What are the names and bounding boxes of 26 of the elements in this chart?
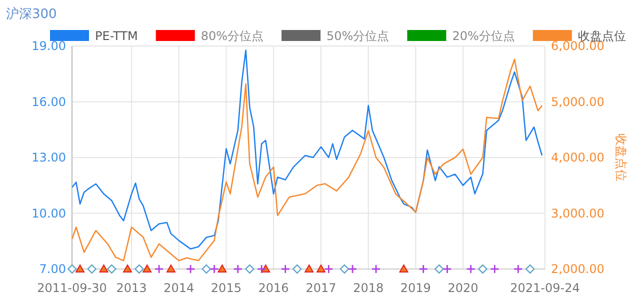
chart-title: 沪深300	[6, 6, 57, 22]
x-tick-label: 2018	[353, 281, 384, 295]
y-tick-label: 7.00	[39, 262, 66, 276]
x-tick-label: 2011-09-30	[37, 281, 107, 295]
x-tick-label: 2013	[116, 281, 147, 295]
y-tick-label: 16.00	[32, 94, 66, 109]
x-tick-label: 2019	[400, 281, 431, 295]
x-tick-label: 2015	[210, 281, 242, 295]
x-tick-label: 2021-09-24	[510, 281, 580, 295]
x-tick-label: 2020	[448, 281, 478, 295]
y2-axis-title: 收盘点位	[614, 134, 628, 182]
y2-tick-label: 3,000.00	[551, 206, 604, 220]
legend-label: 20%分位点	[452, 29, 515, 43]
y2-tick-label: 4,000.00	[551, 150, 604, 164]
y-tick-label: 13.00	[32, 150, 66, 164]
x-tick-label: 2017	[306, 281, 336, 295]
legend-label: PE-TTM	[95, 29, 138, 43]
y-tick-label: 10.00	[32, 206, 66, 220]
x-tick-label: 2014	[164, 281, 194, 295]
x-tick-label: 2016	[258, 281, 289, 295]
y-tick-label: 19.00	[32, 39, 66, 53]
y2-tick-label: 2,000.00	[551, 262, 604, 276]
legend-label: 50%分位点	[326, 29, 390, 43]
y2-tick-label: 5,000.00	[551, 94, 604, 109]
legend-label: 收盘点位	[578, 29, 626, 43]
legend-label: 80%分位点	[200, 29, 264, 43]
